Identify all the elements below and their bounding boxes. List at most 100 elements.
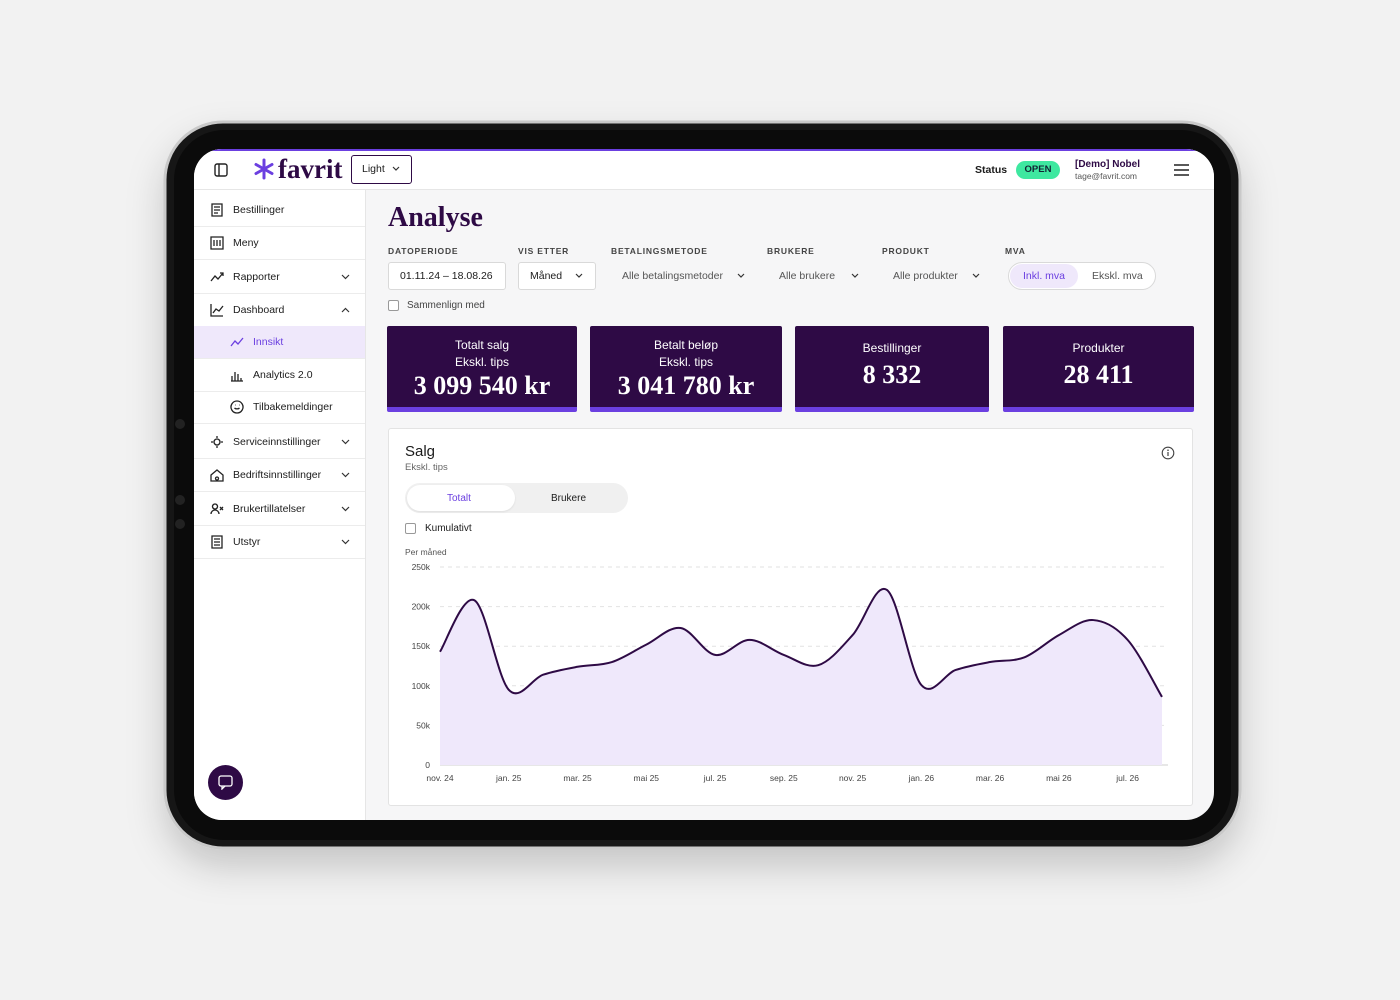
chevron [341,506,350,512]
mva-option[interactable]: Ekskl. mva [1092,270,1143,282]
kpi-title: Totalt salg [454,338,510,352]
x-tick-label: jan. 26 [908,773,935,783]
status-label: Status [975,164,1008,176]
kpi-card: Bestillinger 8 332 [795,326,989,412]
icon-path [211,535,223,549]
sidebar-row[interactable] [194,526,365,559]
tab-active [407,485,515,511]
kpi-title: Betalt beløp [653,338,719,352]
sidebar-label: Meny [233,237,259,249]
chevron [341,274,350,280]
filter-label: VIS ETTER [518,246,570,256]
sidebar-row[interactable] [194,261,365,294]
y-tick-label: 150k [412,641,431,651]
icon-path [210,469,224,482]
filter-label: DATOPERIODE [388,246,459,256]
sidebar-row[interactable] [194,391,365,424]
kpi-title: Produkter [1072,341,1125,355]
panel-title: Salg [405,443,436,460]
logo-mark [254,158,274,180]
sidebar-label: Bedriftsinnstillinger [233,469,322,481]
filter-value: 01.11.24 – 18.08.26 [400,270,493,282]
sidebar-icon [230,337,244,347]
icon-path [211,203,223,217]
sidebar-icon [210,272,224,282]
sidebar-row[interactable] [194,426,365,459]
sidebar-label: Utstyr [233,536,261,548]
sidebar-label: Serviceinnstillinger [233,436,321,448]
sidebar-row[interactable] [194,326,365,359]
x-tick-label: jul. 26 [1115,773,1139,783]
sidebar-icon [210,236,224,250]
tab[interactable]: Totalt [447,493,471,504]
sidebar-label: Dashboard [233,304,285,316]
x-tick-label: sep. 25 [770,773,798,783]
chevron [392,166,400,171]
filter-value[interactable]: Alle betalingsmetoder [622,270,723,282]
help-button[interactable] [208,765,243,800]
sidebar-icon [230,400,244,414]
x-tick-label: nov. 24 [426,773,454,783]
panel-subtitle: Ekskl. tips [405,462,448,473]
view-select[interactable] [518,262,596,290]
sidebar-label: Brukertillatelser [233,503,306,515]
kpi-subtitle: Ekskl. tips [658,355,713,369]
menu-button[interactable] [1174,164,1189,176]
cumulative-label: Kumulativt [425,523,472,534]
chart: 0 50k 100k 150k 200k 250k nov. 24 jan. 25 mar. 2… [412,562,1168,783]
filter-label: BRUKERE [767,246,815,256]
filter-value[interactable]: Alle brukere [779,270,836,282]
period-label: Per måned [405,547,447,557]
mva-active [1010,264,1078,288]
kpi-card: Produkter 28 411 [1003,326,1194,412]
sidebar [194,190,366,820]
kpi-value: 8 332 [862,360,922,389]
kpi-card: Betalt beløp Ekskl. tips 3 041 780 kr [590,326,782,412]
info-icon[interactable] [1161,446,1175,460]
sidebar-row[interactable] [194,459,365,492]
compare-checkbox[interactable] [388,300,399,311]
sidebar-row[interactable] [194,227,365,260]
icon-path [230,337,244,347]
date-input[interactable] [388,262,506,290]
sidebar-icon [210,304,224,317]
chevron [851,273,859,278]
sidebar-row[interactable] [194,493,365,526]
chevron-line [341,472,350,478]
sidebar-icon [210,503,224,515]
cumulative-checkbox[interactable] [405,523,416,534]
filter-label: BETALINGSMETODE [611,246,708,256]
help-icon [218,775,233,790]
compare-label: Sammenlign med [407,300,485,311]
filter-value: Måned [530,270,563,282]
sidebar-row[interactable] [194,194,365,227]
chevron [972,273,980,278]
chevron-line [341,274,350,280]
filter-value[interactable]: Alle produkter [893,270,958,282]
status-badge: OPEN [1016,161,1060,179]
sidebar-label: Bestillinger [233,204,285,216]
tab[interactable]: Brukere [551,493,587,504]
sidebar-icon [211,535,223,549]
sidebar-label: Analytics 2.0 [253,369,313,381]
sidebar-row[interactable] [194,359,365,392]
line [439,587,1163,698]
chevron-line [341,439,350,445]
sidebar-toggle[interactable] [214,163,228,177]
sidebar-label: Rapporter [233,271,280,283]
icon-path [230,400,244,414]
mva-option[interactable]: Inkl. mva [1023,270,1066,282]
kpi-value: 3 041 780 kr [617,371,755,400]
theme-select[interactable] [351,155,412,184]
x-tick-label: mar. 26 [976,773,1005,783]
kpi-card: Totalt salg Ekskl. tips 3 099 540 kr [387,326,577,412]
x-tick-label: jul. 25 [703,773,727,783]
sidebar-label: Tilbakemeldinger [253,401,333,413]
sidebar-label: Innsikt [253,336,284,348]
kpi-value: 28 411 [1063,360,1134,389]
kpi-subtitle: Ekskl. tips [454,355,509,369]
y-tick-label: 250k [412,562,431,572]
logo: favrit [278,154,343,184]
chevron-line [341,539,350,545]
y-tick-label: 200k [412,602,431,612]
